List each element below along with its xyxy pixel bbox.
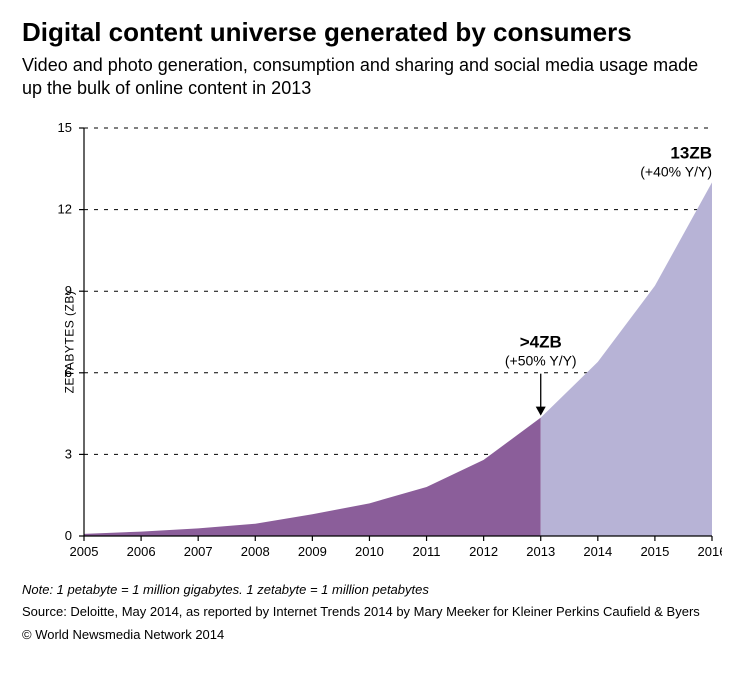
x-tick-label: 2006 <box>127 544 156 559</box>
x-tick-label: 2009 <box>298 544 327 559</box>
page-title: Digital content universe generated by co… <box>22 18 722 48</box>
area-past <box>84 418 541 536</box>
area-chart: 0369121520052006200720082009201020112012… <box>22 112 722 572</box>
x-tick-label: 2007 <box>184 544 213 559</box>
x-tick-label: 2008 <box>241 544 270 559</box>
y-tick-label: 0 <box>65 528 72 543</box>
source-text: Source: Deloitte, May 2014, as reported … <box>22 603 722 621</box>
y-tick-label: 15 <box>58 120 72 135</box>
callout-sub: (+50% Y/Y) <box>505 353 577 369</box>
x-tick-label: 2012 <box>469 544 498 559</box>
y-axis-label: ZETABYTES (ZB) <box>62 291 76 394</box>
x-tick-label: 2013 <box>526 544 555 559</box>
y-tick-label: 3 <box>65 446 72 461</box>
x-tick-label: 2005 <box>70 544 99 559</box>
page-subtitle: Video and photo generation, consumption … <box>22 54 722 100</box>
callout-bold: >4ZB <box>520 333 562 352</box>
chart-container: ZETABYTES (ZB) 0369121520052006200720082… <box>22 112 722 572</box>
x-tick-label: 2015 <box>640 544 669 559</box>
x-tick-label: 2014 <box>583 544 612 559</box>
footnote: Note: 1 petabyte = 1 million gigabytes. … <box>22 582 722 597</box>
x-tick-label: 2016 <box>698 544 722 559</box>
callout-sub: (+40% Y/Y) <box>640 163 712 179</box>
callout-bold: 13ZB <box>670 143 712 162</box>
x-tick-label: 2011 <box>413 544 441 559</box>
copyright-text: © World Newsmedia Network 2014 <box>22 627 722 642</box>
x-tick-label: 2010 <box>355 544 384 559</box>
y-tick-label: 12 <box>58 202 72 217</box>
